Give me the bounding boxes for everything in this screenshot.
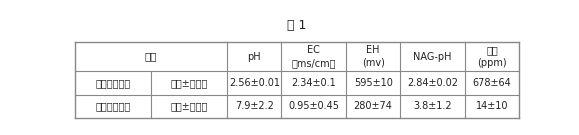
Text: 表 1: 表 1 [287, 19, 306, 32]
Text: 均值±标准差: 均值±标准差 [171, 78, 208, 88]
Text: 均值±标准差: 均值±标准差 [171, 101, 208, 111]
Text: 14±10: 14±10 [476, 101, 508, 111]
Text: pH: pH [247, 52, 261, 62]
Text: 678±64: 678±64 [472, 78, 511, 88]
Text: 0.95±0.45: 0.95±0.45 [288, 101, 339, 111]
Text: 总铜
(ppm): 总铜 (ppm) [477, 45, 507, 68]
Text: 本方法实施前: 本方法实施前 [95, 78, 130, 88]
Text: NAG-pH: NAG-pH [413, 52, 452, 62]
Text: 280±74: 280±74 [354, 101, 393, 111]
Text: 2.56±0.01: 2.56±0.01 [229, 78, 280, 88]
Text: 2.34±0.1: 2.34±0.1 [291, 78, 336, 88]
Text: 3.8±1.2: 3.8±1.2 [413, 101, 452, 111]
Text: 595±10: 595±10 [354, 78, 393, 88]
Text: EH
(mv): EH (mv) [362, 45, 384, 68]
Text: 7.9±2.2: 7.9±2.2 [235, 101, 274, 111]
Text: 本方法实施后: 本方法实施后 [95, 101, 130, 111]
Text: 2.84±0.02: 2.84±0.02 [407, 78, 458, 88]
Text: EC
（ms/cm）: EC （ms/cm） [291, 45, 336, 68]
Text: 指标: 指标 [145, 52, 157, 62]
